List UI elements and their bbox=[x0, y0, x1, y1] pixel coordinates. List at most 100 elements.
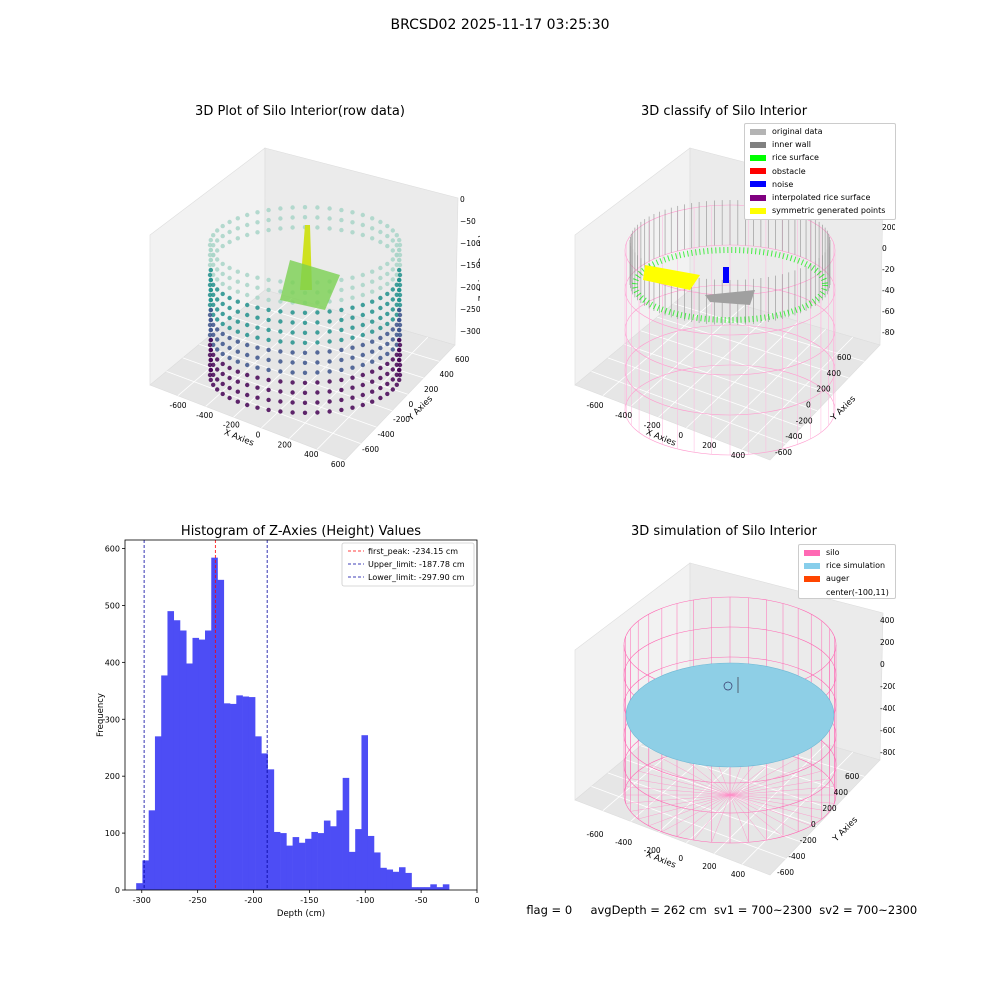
p2-z-tick: 0 bbox=[882, 244, 887, 253]
histogram-bar-24 bbox=[286, 845, 293, 890]
p1-point-404 bbox=[245, 392, 250, 398]
p1-point-285 bbox=[370, 349, 375, 354]
p4-y-tick: 0 bbox=[811, 820, 816, 829]
p1-point-308 bbox=[394, 342, 399, 347]
p1-point-317 bbox=[315, 370, 320, 375]
histogram-bar-39 bbox=[380, 867, 387, 890]
p1-point-423 bbox=[339, 407, 344, 413]
p1-point-195 bbox=[207, 282, 213, 288]
p1-point-126 bbox=[235, 236, 240, 241]
histogram-bar-41 bbox=[392, 871, 400, 890]
p1-point-373 bbox=[290, 390, 295, 395]
p1-point-439 bbox=[208, 367, 213, 373]
p2-x-tick: 0 bbox=[678, 431, 683, 440]
p2-grid bbox=[607, 357, 802, 428]
p1-point-143 bbox=[397, 257, 402, 263]
p4-legend-item-3: center(-100,11) bbox=[804, 588, 889, 598]
p1-point-251 bbox=[397, 297, 402, 303]
p1-point-387 bbox=[397, 362, 403, 368]
p1-point-330 bbox=[207, 332, 213, 338]
p1-point-433 bbox=[227, 395, 232, 401]
p1-point-158 bbox=[278, 309, 283, 314]
p1-point-261 bbox=[339, 347, 344, 353]
p1-point-440 bbox=[397, 367, 402, 373]
p2-z-tick: -200 bbox=[882, 265, 895, 274]
p1-point-184 bbox=[290, 320, 295, 325]
legend-box bbox=[341, 542, 475, 587]
p1-point-281 bbox=[394, 332, 399, 337]
p2-legend-swatch-3 bbox=[750, 168, 766, 175]
p1-point-101 bbox=[378, 285, 383, 291]
p1-point-189 bbox=[235, 309, 240, 314]
p1-point-237 bbox=[302, 340, 308, 345]
p1-point-138 bbox=[370, 236, 375, 241]
p4-grid bbox=[714, 744, 826, 854]
p1-point-371 bbox=[315, 390, 320, 395]
p1-point-380 bbox=[220, 371, 225, 377]
p4-legend-label-1: rice simulation bbox=[826, 561, 886, 571]
p1-point-319 bbox=[290, 370, 295, 375]
p1-point-235 bbox=[327, 339, 332, 344]
x-tick-label: -250 bbox=[189, 896, 207, 905]
p1-point-258 bbox=[370, 339, 375, 344]
p1-point-381 bbox=[215, 367, 220, 372]
p1-point-0 bbox=[397, 242, 403, 248]
histogram-bar-42 bbox=[399, 867, 406, 890]
p1-y-tick: -600 bbox=[362, 445, 379, 454]
p1-point-424 bbox=[327, 409, 332, 414]
p1-point-94 bbox=[394, 243, 399, 248]
p1-point-27 bbox=[215, 228, 220, 233]
p1-point-247 bbox=[211, 312, 216, 317]
histogram-bar-31 bbox=[330, 826, 337, 890]
p1-point-157 bbox=[290, 310, 295, 315]
p2-rice-surface bbox=[632, 247, 828, 323]
p1-point-363 bbox=[390, 367, 395, 372]
histogram-bar-45 bbox=[417, 887, 425, 890]
p1-point-403 bbox=[255, 395, 260, 400]
p4-y-tick: -400 bbox=[788, 852, 805, 861]
y-tick-label: 200 bbox=[105, 772, 120, 781]
y-tick-label: 300 bbox=[105, 715, 120, 724]
p1-point-300 bbox=[215, 337, 220, 342]
p1-point-408 bbox=[215, 377, 220, 382]
p1-point-16 bbox=[255, 275, 260, 280]
p1-x-tick: -200 bbox=[223, 421, 240, 430]
histogram-chart: -300 -250 -200 -150 -100 -50 0 0 100 200 300 400 500… bbox=[96, 539, 480, 919]
p1-point-63 bbox=[266, 287, 271, 293]
p2-z-tick: -400 bbox=[882, 286, 895, 295]
p1-point-246 bbox=[215, 317, 220, 322]
p1-point-64 bbox=[255, 285, 260, 290]
p1-point-283 bbox=[385, 341, 390, 347]
p4-y-tick: -600 bbox=[777, 868, 794, 877]
p1-point-89 bbox=[360, 222, 365, 228]
p1-grid bbox=[177, 297, 293, 397]
histogram-bar-28 bbox=[311, 831, 318, 890]
histogram-title: Histogram of Z-Axies (Height) Values bbox=[180, 524, 422, 539]
p1-point-131 bbox=[290, 225, 295, 230]
p1-point-24 bbox=[207, 242, 213, 248]
p1-point-146 bbox=[394, 282, 399, 287]
p1-point-175 bbox=[385, 301, 390, 307]
p4-silo-floor-spoke bbox=[729, 794, 784, 837]
p1-point-426 bbox=[302, 410, 308, 415]
histogram-bar-32 bbox=[336, 810, 343, 890]
p1-point-196 bbox=[208, 277, 213, 283]
p1-point-200 bbox=[394, 302, 399, 307]
p1-point-413 bbox=[397, 357, 402, 363]
status-avg-depth: avgDepth = 262 cm bbox=[590, 903, 707, 917]
p1-point-425 bbox=[315, 410, 320, 415]
p4-x-tick: 0 bbox=[678, 854, 683, 863]
p1-point-8 bbox=[350, 275, 355, 280]
p1-point-9 bbox=[339, 277, 344, 283]
p1-point-339 bbox=[370, 369, 375, 374]
p1-point-93 bbox=[390, 238, 395, 243]
p1-point-349 bbox=[255, 375, 260, 380]
p1-point-270 bbox=[235, 339, 240, 344]
p1-point-208 bbox=[327, 329, 332, 334]
p1-point-414 bbox=[397, 372, 403, 378]
panel4-title: 3D simulation of Silo Interior bbox=[631, 524, 817, 539]
x-axis-label: Depth (cm) bbox=[277, 909, 325, 919]
p1-point-205 bbox=[360, 322, 365, 328]
p2-y-tick: 600 bbox=[837, 353, 852, 362]
p1-grid bbox=[166, 371, 361, 444]
